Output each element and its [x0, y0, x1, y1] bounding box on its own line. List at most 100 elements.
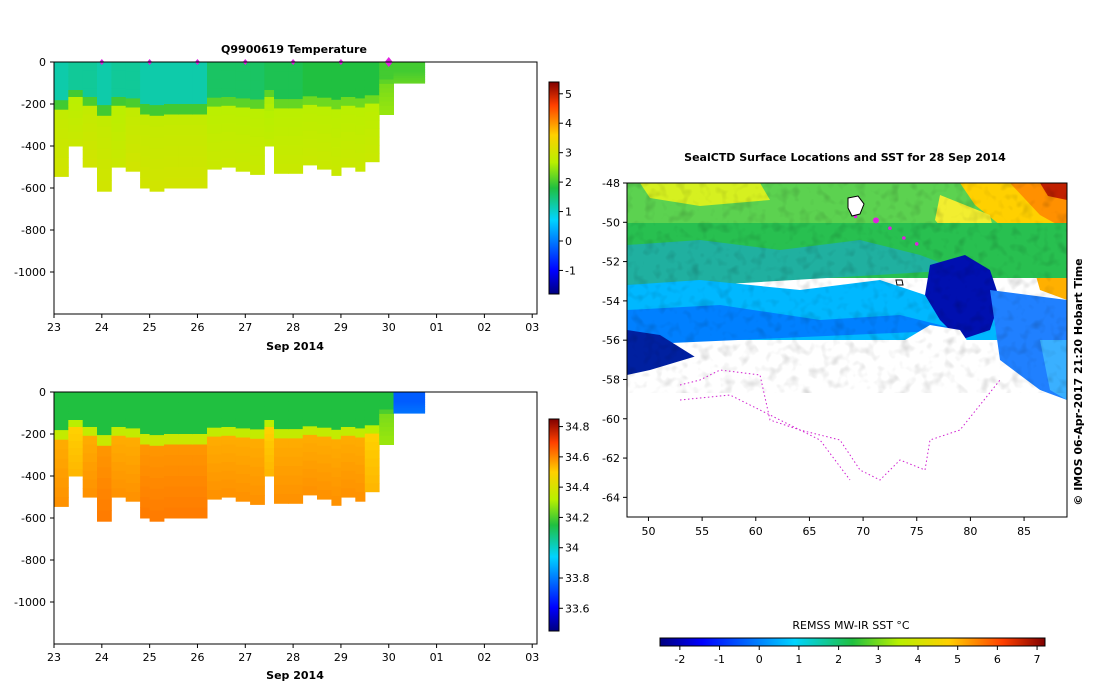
- colorbar-tick-label: 5: [565, 88, 572, 101]
- profile-cell: [379, 396, 394, 402]
- profile-cell: [125, 107, 141, 118]
- profile-cell: [340, 444, 356, 454]
- profile-cell: [164, 507, 179, 519]
- salinity-section-chart: 0 -200 -400 -600 -800 -1000 23 24 25 26 27 28 29 30 0…: [14, 386, 589, 682]
- latitude-tick-label: -64: [602, 491, 620, 504]
- profile-cell: [164, 72, 179, 84]
- temperature-xaxis-label: Sep 2014: [266, 340, 324, 353]
- profile-cell: [235, 125, 251, 136]
- profile-cell: [82, 149, 98, 159]
- sst-colorbar-tick-label: 7: [1034, 653, 1041, 666]
- depth-tick-label: -800: [21, 224, 46, 237]
- profile-cell: [264, 441, 275, 449]
- profile-cell: [82, 444, 98, 454]
- profile-cell: [97, 62, 112, 74]
- profile-cell: [355, 446, 366, 457]
- profile-cell: [264, 62, 275, 70]
- colorbar-tick-label: 33.6: [565, 602, 590, 615]
- profile-cell: [140, 156, 151, 168]
- longitude-tick-label: 75: [910, 525, 924, 538]
- profile-cell: [111, 488, 127, 498]
- profile-cell: [288, 494, 304, 504]
- profile-cell: [393, 399, 426, 402]
- profile-cell: [82, 479, 98, 489]
- profile-cell: [317, 418, 332, 429]
- profile-cell: [149, 72, 165, 85]
- profile-cell: [274, 484, 289, 495]
- profile-cell: [317, 445, 332, 455]
- profile-cell: [235, 419, 251, 429]
- profile-cell: [164, 146, 179, 157]
- profile-cell: [264, 455, 275, 463]
- profile-cell: [250, 127, 265, 138]
- profile-cell: [364, 416, 380, 426]
- profile-cell: [264, 427, 275, 435]
- profile-cell: [164, 156, 179, 168]
- latitude-tick-label: -48: [602, 177, 620, 190]
- profile-cell: [393, 81, 426, 84]
- depth-tick-label: -600: [21, 182, 46, 195]
- profile-cell: [250, 476, 265, 487]
- profile-cell: [264, 97, 275, 105]
- profile-cell: [97, 137, 112, 149]
- profile-cell: [207, 418, 222, 429]
- profile-cell: [149, 467, 165, 479]
- profile-cell: [68, 406, 84, 414]
- seal-track-path-2: [679, 394, 851, 481]
- profile-cell: [331, 71, 342, 82]
- profile-cell: [125, 428, 141, 438]
- profile-cell: [140, 114, 151, 126]
- profile-cell: [302, 104, 318, 114]
- profile-cell: [149, 499, 165, 511]
- profile-cell: [317, 133, 332, 143]
- profile-cell: [149, 137, 165, 149]
- profile-cell: [393, 77, 426, 81]
- profile-cell: [178, 434, 194, 445]
- profile-cell: [192, 423, 208, 435]
- profile-cell: [340, 105, 356, 116]
- profile-cell: [82, 462, 98, 472]
- profile-cell: [164, 402, 179, 414]
- profile-cell: [235, 437, 251, 448]
- profile-cell: [317, 400, 332, 411]
- profile-cell: [54, 166, 69, 177]
- profile-cell: [264, 413, 275, 421]
- depth-tick-label: -200: [21, 98, 46, 111]
- profile-cell: [317, 115, 332, 125]
- profile-cell: [207, 463, 222, 473]
- profile-cell: [164, 177, 179, 189]
- profile-cell: [355, 492, 366, 502]
- profile-cell: [111, 88, 127, 98]
- profile-cell: [331, 420, 342, 431]
- profile-cell: [393, 69, 426, 72]
- profile-cell: [221, 97, 237, 107]
- profile-cell: [192, 125, 208, 136]
- date-tick-label: 27: [238, 651, 252, 664]
- latitude-tick-label: -50: [602, 216, 620, 229]
- profile-cell: [331, 439, 342, 450]
- profile-cell: [54, 468, 69, 479]
- seal-position: [888, 226, 892, 230]
- profile-cell: [379, 97, 394, 102]
- profile-cell: [125, 125, 141, 136]
- profile-cell: [140, 177, 151, 189]
- profile-cell: [379, 413, 394, 419]
- depth-tick-label: -600: [21, 512, 46, 525]
- profile-cell: [68, 455, 84, 463]
- profile-cell: [149, 424, 165, 436]
- latitude-tick-label: -60: [602, 413, 620, 426]
- profile-cell: [250, 457, 265, 468]
- profile-cell: [164, 465, 179, 477]
- profile-cell: [207, 472, 222, 482]
- date-tick-label: 28: [286, 651, 300, 664]
- profile-cell: [221, 453, 237, 463]
- profile-cell: [68, 392, 84, 400]
- profile-cell: [82, 62, 98, 72]
- profile-cell: [178, 167, 194, 178]
- profile-cell: [264, 118, 275, 126]
- profile-cell: [111, 453, 127, 463]
- profile-cell: [393, 407, 426, 411]
- profile-cell: [140, 402, 151, 414]
- profile-cell: [192, 72, 208, 84]
